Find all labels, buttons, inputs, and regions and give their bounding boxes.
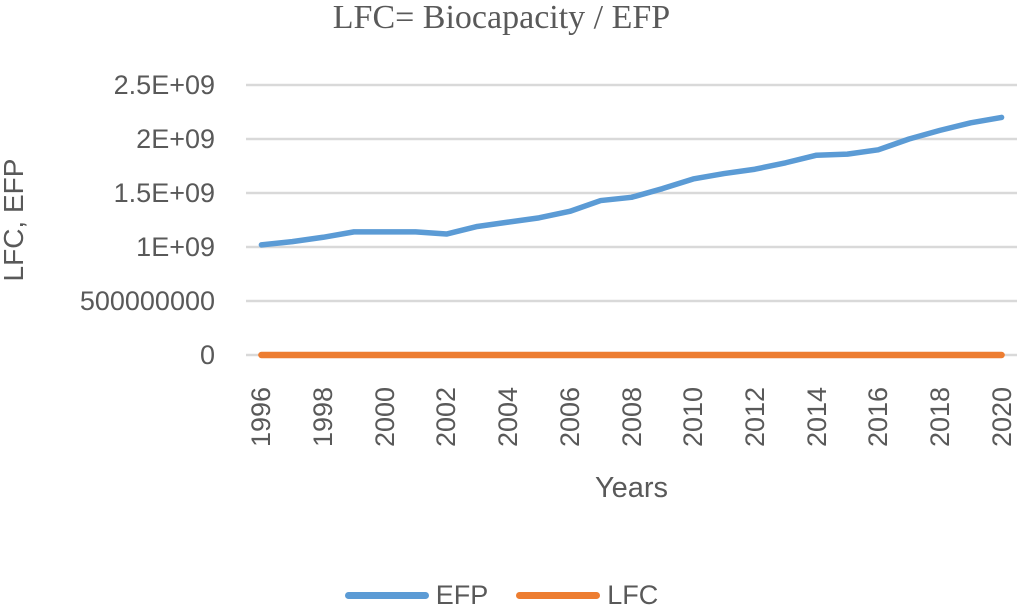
x-tick-label: 2012 [739, 386, 770, 448]
y-tick-label: 1.5E+09 [113, 178, 215, 208]
y-tick-label: 500000000 [79, 286, 215, 316]
x-tick-label: 1996 [246, 386, 277, 448]
legend-label-lfc: LFC [607, 580, 659, 610]
legend-line-swatch-efp [344, 591, 429, 599]
legend-item-efp: EFP [344, 580, 489, 610]
x-axis-title: Years [594, 472, 669, 504]
x-tick-label: 2002 [431, 386, 462, 448]
legend: EFP LFC [0, 580, 1003, 610]
x-tick-label: 2010 [678, 386, 709, 448]
x-tick-label: 2000 [369, 386, 400, 448]
y-tick-label: 0 [199, 340, 215, 370]
series-line-efp [258, 114, 1005, 248]
y-tick-label: 1E+09 [136, 232, 215, 262]
legend-line-swatch-lfc [516, 591, 601, 599]
legend-label-efp: EFP [435, 580, 489, 610]
x-tick-label: 2018 [924, 386, 955, 448]
y-tick-label: 2.5E+09 [113, 70, 215, 100]
x-tick-label: 2016 [863, 386, 894, 448]
legend-item-lfc: LFC [516, 580, 658, 610]
x-tick-label: 2008 [616, 386, 647, 448]
x-tick-label: 2020 [986, 386, 1017, 448]
x-tick-label: 2006 [554, 386, 585, 448]
y-tick-label: 2E+09 [136, 124, 215, 154]
x-tick-label: 2014 [801, 386, 832, 448]
chart-title: LFC= Biocapacity / EFP [332, 0, 671, 36]
x-tick-label: 1998 [308, 386, 339, 448]
x-tick-label: 2004 [493, 386, 524, 448]
